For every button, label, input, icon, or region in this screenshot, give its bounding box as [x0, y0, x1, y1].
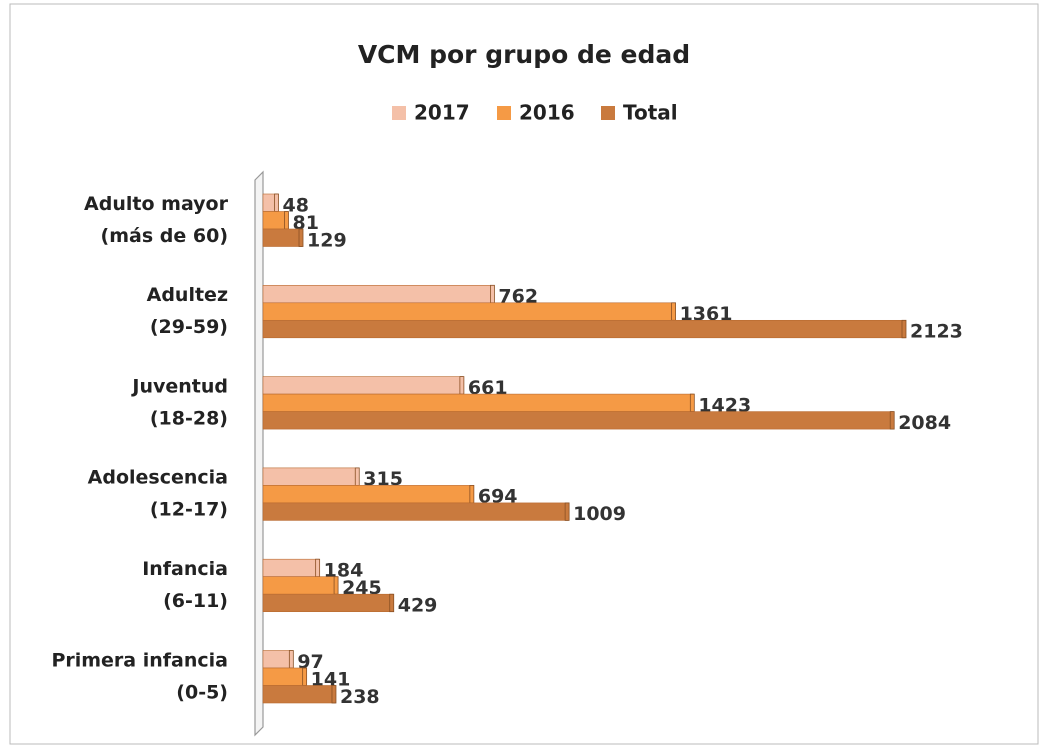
data-label: 661: [468, 377, 508, 399]
bar: [262, 685, 336, 704]
bar-end: [331, 685, 337, 704]
data-label: 1423: [698, 394, 751, 416]
data-label: 429: [398, 594, 438, 616]
bar-end: [901, 319, 907, 339]
bar: [262, 211, 288, 230]
bar: [262, 558, 319, 578]
data-label: 245: [342, 577, 382, 599]
bar: [262, 502, 569, 521]
bar: [262, 393, 694, 412]
category-label: Adultez: [147, 284, 228, 306]
bar: [262, 485, 474, 504]
bar-end: [302, 667, 308, 686]
data-label: 129: [307, 229, 347, 251]
bar: [262, 302, 675, 321]
bar: [262, 319, 906, 339]
data-label: 694: [478, 486, 518, 508]
bar-end: [389, 593, 395, 613]
bar-end: [354, 467, 360, 486]
data-label: 48: [283, 194, 309, 216]
data-label: 141: [311, 668, 351, 690]
data-label: 184: [324, 559, 364, 581]
category-label: (18-28): [150, 407, 228, 429]
legend-label: Total: [623, 101, 678, 125]
bar: [262, 593, 394, 613]
bar: [262, 650, 293, 669]
bar-end: [564, 502, 570, 521]
bar-end: [274, 193, 279, 212]
legend: 2017 2016 Total: [392, 101, 678, 125]
category-label: (más de 60): [101, 225, 228, 247]
bar-end: [333, 576, 339, 595]
bar: [262, 284, 494, 304]
chart-title: VCM por grupo de edad: [358, 40, 690, 69]
category-label: Juventud: [130, 375, 228, 397]
bar: [262, 228, 303, 247]
bar: [262, 411, 894, 430]
chart-frame: [9, 3, 1039, 745]
bar-end: [689, 393, 695, 413]
bar-end: [288, 650, 294, 669]
bar-end: [298, 228, 304, 247]
bar-end: [889, 411, 895, 430]
data-label: 81: [292, 212, 318, 234]
bar-end: [459, 376, 465, 395]
axis-wall: [254, 170, 264, 737]
category-label: (29-59): [150, 316, 228, 338]
bar-end: [315, 558, 321, 578]
category-label: Infancia: [142, 558, 228, 580]
category-label: Adolescencia: [88, 467, 228, 489]
category-label: (0-5): [176, 681, 228, 703]
legend-label: 2017: [414, 101, 470, 125]
category-label: (12-17): [150, 499, 228, 521]
legend-swatch: [392, 106, 406, 120]
legend-label: 2016: [519, 101, 575, 125]
data-label: 762: [498, 286, 538, 308]
category-label: Primera infancia: [51, 649, 228, 671]
data-label: 2123: [910, 321, 963, 343]
data-label: 1009: [573, 503, 626, 525]
bar-end: [469, 484, 475, 504]
category-label: (6-11): [163, 590, 228, 612]
bar: [262, 667, 306, 686]
bar: [262, 467, 359, 486]
legend-swatch: [497, 106, 511, 120]
legend-swatch: [601, 106, 615, 120]
bar-end: [490, 284, 495, 304]
bar-end: [671, 302, 676, 321]
data-label: 2084: [898, 412, 951, 434]
bar: [262, 376, 464, 395]
data-label: 97: [297, 651, 323, 673]
bar: [262, 576, 338, 595]
data-label: 315: [363, 468, 403, 490]
data-label: 1361: [680, 303, 733, 325]
category-label: Adulto mayor: [84, 193, 229, 215]
data-label: 238: [340, 686, 380, 708]
bar-end: [284, 211, 289, 230]
